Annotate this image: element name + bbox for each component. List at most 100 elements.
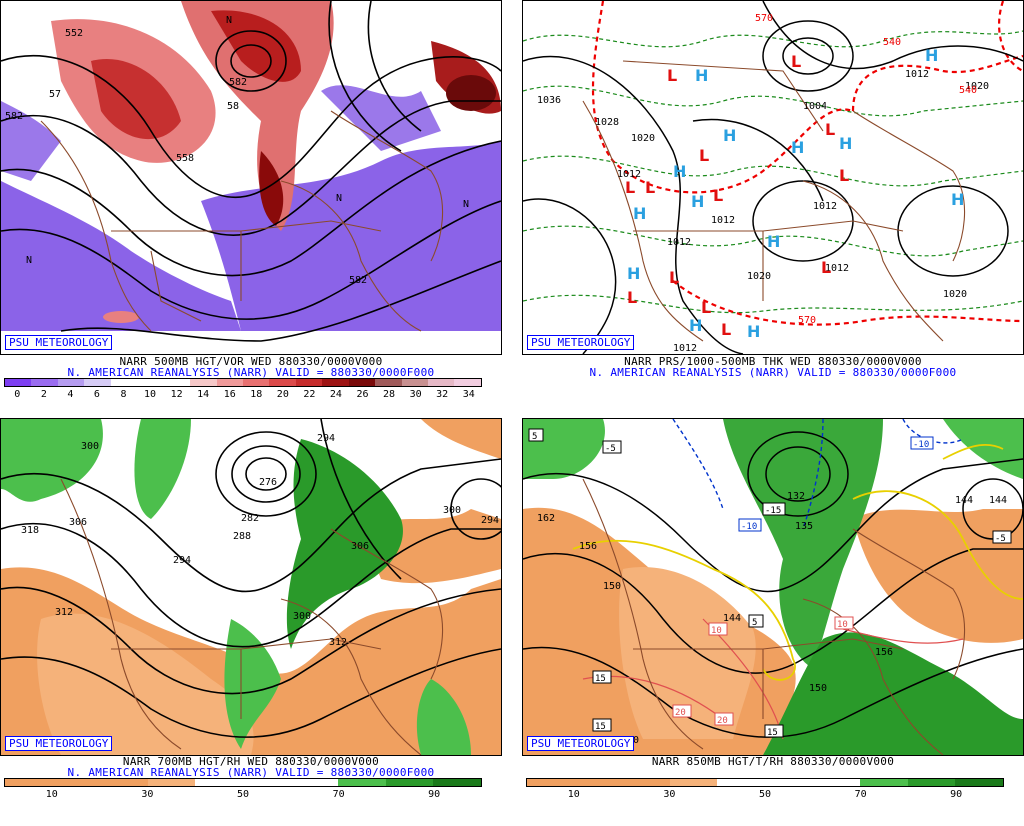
low-marker: L: [701, 298, 711, 317]
isobar-label: 1012: [673, 343, 697, 354]
high-marker: H: [633, 204, 646, 223]
low-marker: L: [825, 120, 835, 139]
temp-label: -15: [762, 502, 786, 516]
panel-subtitle: N. AMERICAN REANALYSIS (NARR) VALID = 88…: [589, 366, 957, 379]
colorbar: [4, 378, 482, 387]
contour-label: 276: [259, 477, 277, 488]
colorbar-swatch: [57, 379, 85, 386]
isobar-label: 1020: [747, 271, 771, 282]
colorbar-swatch: [269, 379, 296, 386]
colorbar: [4, 778, 482, 787]
contour-label: 318: [21, 525, 39, 536]
contour-label: 162: [537, 513, 555, 524]
high-marker: H: [747, 322, 760, 341]
high-marker: H: [723, 126, 736, 145]
contour-label: 552: [65, 28, 83, 39]
isobar-label: 1020: [631, 133, 655, 144]
panel-500mb-vorticity: 552 582 57 558 58 582 582 N N N N PSU ME…: [0, 0, 502, 408]
colorbar-label: 14: [197, 389, 210, 400]
temp-label: 5: [748, 614, 764, 628]
colorbar-swatch: [84, 379, 111, 386]
high-marker: H: [791, 138, 804, 157]
panel-title: NARR 850MB HGT/T/RH 880330/0000V000: [651, 755, 895, 768]
colorbar-label: 90: [950, 789, 963, 800]
colorbar-label: 30: [409, 389, 422, 400]
isobar-label: 1020: [965, 81, 989, 92]
colorbar-swatch: [375, 379, 402, 386]
n-marker: N: [26, 255, 32, 266]
temp-label: -5: [992, 530, 1012, 544]
colorbar-label: 50: [758, 789, 772, 800]
colorbar-swatch: [955, 779, 1003, 786]
high-marker: H: [695, 66, 708, 85]
contour-label: 144: [723, 613, 741, 624]
high-marker: H: [767, 232, 780, 251]
contour-label: 582: [229, 77, 247, 88]
colorbar-swatch: [295, 379, 323, 386]
colorbar-swatch: [5, 379, 32, 386]
contour-label: 294: [317, 433, 335, 444]
colorbar-swatch: [290, 779, 339, 786]
svg-text:-10: -10: [913, 440, 929, 450]
svg-text:20: 20: [717, 716, 728, 726]
svg-text:10: 10: [837, 620, 848, 630]
svg-text:10: 10: [711, 626, 722, 636]
high-marker: H: [627, 264, 640, 283]
colorbar-swatch: [147, 779, 196, 786]
rh700-map: 318 306 312 294 288 282 276 294 300 306 …: [0, 418, 502, 756]
thickness-label: 540: [959, 85, 977, 96]
isobar-label: 1012: [825, 263, 849, 274]
contour-label: 582: [5, 111, 23, 122]
colorbar-label: 16: [223, 389, 236, 400]
brand-label: PSU METEOROLOGY: [5, 736, 113, 751]
colorbar-swatch: [322, 379, 349, 386]
contour-label: 156: [579, 541, 597, 552]
colorbar-label: 12: [170, 389, 183, 400]
colorbar-label: 34: [462, 389, 475, 400]
high-marker: H: [925, 46, 938, 65]
colorbar-label: 26: [356, 389, 369, 400]
n-marker: N: [463, 199, 469, 210]
thickness-label: 540: [883, 37, 901, 48]
colorbar-swatch: [163, 379, 191, 386]
temp-label: 10: [708, 622, 728, 636]
panel-title: NARR 500MB HGT/VOR WED 880330/0000V000: [119, 355, 383, 368]
svg-text:20: 20: [675, 708, 686, 718]
low-marker: L: [669, 268, 679, 287]
low-marker: L: [667, 66, 677, 85]
colorbar-label: 70: [332, 789, 345, 800]
colorbar-swatch: [348, 379, 376, 386]
colorbar-label: 50: [236, 789, 250, 800]
low-marker: L: [721, 320, 731, 339]
colorbar-label: 30: [141, 789, 154, 800]
isobar-label: 1012: [905, 69, 929, 80]
isobar-label: 1020: [943, 289, 967, 300]
contour-label: 582: [349, 275, 367, 286]
colorbar-swatch: [110, 379, 138, 386]
svg-text:15: 15: [595, 722, 606, 732]
colorbar-label: 70: [854, 789, 867, 800]
colorbar-swatch: [385, 779, 434, 786]
colorbar-swatch: [52, 779, 101, 786]
panel-subtitle: N. AMERICAN REANALYSIS (NARR) VALID = 88…: [67, 766, 435, 779]
temp-label: 20: [672, 704, 692, 718]
panel-title: NARR PRS/1000-500MB THK WED 880330/0000V…: [624, 355, 922, 368]
contour-label: 300: [81, 441, 99, 452]
brand-label: PSU METEOROLOGY: [527, 736, 635, 751]
vorticity-map: 552 582 57 558 58 582 582 N N N N PSU ME…: [0, 0, 502, 355]
low-marker: L: [627, 288, 637, 307]
low-marker: L: [791, 52, 801, 71]
contour-label: 156: [875, 647, 893, 658]
colorbar-swatch: [190, 379, 217, 386]
colorbar-swatch: [31, 379, 58, 386]
temp-label: 5: [528, 428, 544, 442]
contour-label: 282: [241, 513, 259, 524]
panel-700mb-rh: 318 306 312 294 288 282 276 294 300 306 …: [0, 418, 502, 826]
high-marker: H: [673, 162, 686, 181]
contour-label: 558: [176, 153, 194, 164]
isobar-label: 1004: [803, 101, 827, 112]
pressure-map: 1036 1028 1020 1012 1012 1012 1020 1012 …: [522, 0, 1024, 355]
contour-label: 144: [955, 495, 973, 506]
contour-label: 288: [233, 531, 251, 542]
colorbar-swatch: [812, 779, 861, 786]
